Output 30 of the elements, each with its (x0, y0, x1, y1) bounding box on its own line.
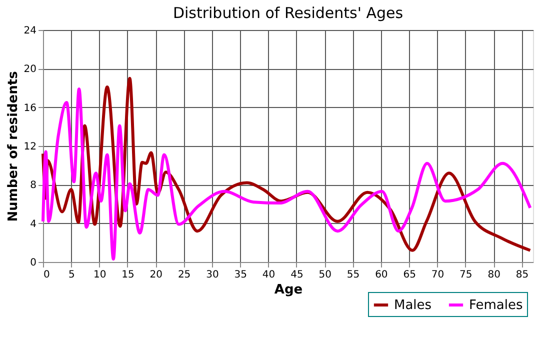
x-tick-label: 0 (44, 270, 50, 280)
y-tick-label: 24 (24, 26, 36, 36)
x-tick-label: 85 (516, 270, 529, 280)
x-tick-label: 20 (150, 270, 163, 280)
y-tick-label: 0 (30, 258, 36, 268)
y-axis-title: Number of residents (6, 70, 21, 222)
x-tick-label: 65 (403, 270, 416, 280)
x-tick-label: 80 (488, 270, 500, 280)
x-tick-label: 30 (206, 270, 219, 280)
x-tick-label: 70 (431, 270, 444, 280)
x-axis-title: Age (274, 282, 303, 298)
x-tick-label: 75 (460, 270, 472, 280)
y-tick-label: 16 (24, 102, 36, 114)
y-tick-label: 4 (30, 218, 36, 230)
x-tick-label: 10 (93, 270, 106, 280)
chart-title: Distribution of Residents' Ages (172, 4, 404, 22)
x-tick-label: 60 (375, 270, 388, 280)
y-tick-label: 20 (24, 64, 36, 76)
legend-label: Females (469, 298, 524, 313)
x-tick-label: 15 (122, 270, 134, 280)
x-tick-label: 50 (318, 270, 332, 280)
legend-label: Males (394, 298, 432, 313)
x-tick-label: 25 (178, 270, 191, 280)
y-tick-label: 8 (30, 180, 36, 192)
x-tick-label: 5 (68, 270, 75, 280)
x-tick-label: 55 (346, 270, 360, 280)
x-tick-label: 35 (234, 270, 247, 280)
x-tick-label: 45 (290, 270, 304, 280)
y-tick-label: 12 (24, 142, 36, 152)
x-tick-label: 40 (262, 270, 276, 280)
